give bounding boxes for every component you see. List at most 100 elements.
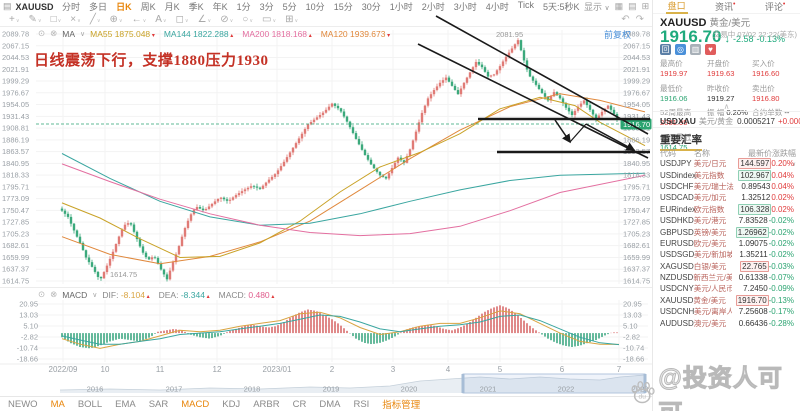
callout-icon[interactable]: ◻ ∨	[175, 13, 189, 25]
main-chart[interactable]: 2016 2017 2018 2019 2020 2021 2022 2023 2089.78 2…	[0, 0, 652, 396]
indicator-MACD[interactable]: MACD	[181, 398, 210, 410]
period-tab-多日[interactable]: 多日	[89, 2, 108, 12]
redo-icon[interactable]: ↷	[635, 14, 644, 25]
ma-name[interactable]: MA	[62, 28, 75, 39]
app-icon-share[interactable]: ◎	[675, 44, 686, 55]
period-tab-15分[interactable]: 15分	[333, 2, 353, 12]
macd-name[interactable]: MACD	[62, 289, 88, 300]
sidebar-tab-评论[interactable]: 评论•	[764, 1, 786, 12]
period-tab-3分[interactable]: 3分	[259, 2, 274, 12]
projection-arrow[interactable]	[585, 123, 636, 151]
svg-text:13.03: 13.03	[623, 311, 642, 320]
col-pct[interactable]: 涨跌幅 ∨	[772, 149, 796, 168]
layout-rows-icon[interactable]: ▤	[628, 1, 637, 11]
svg-text:1999.29: 1999.29	[623, 77, 650, 86]
bar-icon[interactable]: ▭ ∨	[262, 13, 277, 25]
sidebar-tab-盘口[interactable]: 盘口	[665, 0, 688, 14]
favorite-heart-icon[interactable]: ♥	[705, 44, 716, 55]
period-tab-月K[interactable]: 月K	[164, 2, 180, 12]
period-tab-10分[interactable]: 10分	[305, 2, 325, 12]
pencil-icon[interactable]: ✎ ∨	[28, 13, 42, 25]
rate-row-AUDUSD[interactable]: AUDUSD 澳元/美元 0.66436 -0.28%	[653, 317, 800, 328]
rate-row-EURindex[interactable]: EURindex 欧元指数 106.328 0.02%	[653, 203, 800, 215]
navigator-handle-left[interactable]	[461, 374, 465, 393]
indicator-指标管理[interactable]: 指标管理	[382, 400, 421, 411]
period-tab-周K[interactable]: 周K	[140, 2, 156, 12]
period-tab-日K[interactable]: 日K	[116, 2, 132, 12]
app-icon-blue[interactable]: 回	[660, 44, 671, 55]
arrow-icon[interactable]: ← ∨	[131, 13, 147, 25]
trendline[interactable]	[435, 15, 649, 135]
indicator-NEWO[interactable]: NEWO	[8, 398, 38, 410]
text-icon[interactable]: A ∨	[155, 13, 167, 25]
rectangle-icon[interactable]: □ ∨	[50, 13, 62, 25]
indicator-close-icon[interactable]: ⊗	[50, 28, 58, 38]
angle-icon[interactable]: ∠ ∨	[197, 13, 212, 25]
rate-row-USDJPY[interactable]: USDJPY 美元/日元 144.597 0.20%	[653, 158, 800, 170]
indicator-settings-icon[interactable]: ⊙	[38, 28, 46, 38]
svg-text:2020: 2020	[401, 385, 418, 394]
rate-row-USDCAD[interactable]: USDCAD 美元/加元 1.32512 0.02%	[653, 192, 800, 203]
adjust-mode-link[interactable]: 前复权	[604, 30, 632, 40]
indicator-EMA[interactable]: EMA	[115, 398, 136, 410]
period-tab-1分[interactable]: 1分	[236, 2, 251, 12]
ma-label: MA144	[163, 28, 194, 39]
grid-icon[interactable]: ⊞ ∨	[285, 13, 299, 25]
sidebar-tab-资讯[interactable]: 资讯•	[715, 1, 736, 12]
indicator-KDJ[interactable]: KDJ	[222, 398, 241, 410]
period-tab-30分[interactable]: 30分	[361, 2, 381, 12]
layout-grid-icon[interactable]: ▦	[614, 1, 624, 11]
period-tab-3小时[interactable]: 3小时	[453, 2, 477, 12]
collapse-chevron[interactable]: ∧	[723, 102, 730, 111]
rate-row-EURUSD[interactable]: EURUSD 欧元/美元 1.09075 -0.02%	[653, 238, 800, 249]
indicator-BOLL[interactable]: BOLL	[77, 398, 103, 410]
projection-arrow[interactable]	[554, 119, 571, 144]
crosshair-icon[interactable]: + ∨	[9, 13, 20, 25]
erase-x-icon[interactable]: × ∨	[70, 13, 81, 25]
macd-settings-icon[interactable]: ⊙	[38, 289, 46, 299]
add-panel-icon[interactable]: ⊞	[641, 1, 650, 11]
macd-label: DEA:	[158, 289, 181, 300]
period-tab-分时[interactable]: 分时	[62, 2, 81, 12]
period-tab-年K[interactable]: 年K	[212, 2, 228, 12]
rate-row-USDCNY[interactable]: USDCNY 美元/人民币 7.2450 -0.09%	[653, 283, 800, 294]
period-tab-1小时[interactable]: 1小时	[389, 2, 413, 12]
rate-row-XAUUSD[interactable]: XAUUSD 黄金/美元 1916.70 -0.13%	[653, 294, 800, 306]
analyst-note: 日线震荡下行，支撑1880压力1930	[34, 53, 269, 69]
indicator-SAR[interactable]: SAR	[148, 398, 169, 410]
period-tab-4小时[interactable]: 4小时	[485, 2, 509, 12]
indicator-MA[interactable]: MA	[50, 398, 65, 410]
chart-menu-icon[interactable]: ▤	[3, 1, 12, 11]
trendline-icon[interactable]: ╱ ∨	[89, 13, 101, 25]
draw-toolbar: + ∨ ✎ ∨ □ ∨ × ∨ ╱ ∨ ⊕ ∨ ← ∨ A ∨ ◻ ∨ ∠ ∨ ⊘ ∨ ○ ∨ ▭ ∨ ⊞ ∨ ↶ ↷	[0, 13, 652, 27]
circle-icon[interactable]: ○ ∨	[242, 13, 253, 25]
display-dropdown[interactable]: 显示 ∨	[583, 2, 610, 12]
app-icon-gray[interactable]: ▥	[690, 44, 701, 55]
macd-close-icon[interactable]: ⊗	[50, 289, 58, 299]
rate-code: GBPUSD	[660, 227, 694, 237]
rate-row-USDindex[interactable]: USDindex 美元指数 102.967 0.04%	[653, 169, 800, 181]
fib-icon[interactable]: ⊕ ∨	[109, 13, 123, 25]
indicator-DMA[interactable]: DMA	[319, 398, 341, 410]
rate-row-GBPUSD[interactable]: GBPUSD 英镑/美元 1.26962 -0.02%	[653, 226, 800, 238]
period-tab-5分[interactable]: 5分	[282, 2, 297, 12]
trendline[interactable]	[417, 43, 649, 159]
ban-icon[interactable]: ⊘ ∨	[220, 13, 234, 25]
period-tab-Tick[interactable]: Tick	[517, 0, 534, 10]
indicator-RSI[interactable]: RSI	[353, 398, 370, 410]
period-tab-2小时[interactable]: 2小时	[421, 2, 445, 12]
indicator-CR[interactable]: CR	[292, 398, 307, 410]
period-tab-季K[interactable]: 季K	[188, 2, 204, 12]
usdxau-row[interactable]: USDXAU 美元/黄金 0.0005217 +0.0000007 +0.13%	[653, 111, 800, 128]
undo-icon[interactable]: ↶	[621, 14, 630, 25]
rate-row-USDHKD[interactable]: USDHKD 美元/港元 7.83528 -0.02%	[653, 215, 800, 226]
indicator-ARBR[interactable]: ARBR	[253, 398, 280, 410]
rates-section-title[interactable]: 重要汇率	[660, 132, 702, 151]
period-tab-5天:5秒K[interactable]: 5天:5秒K	[542, 2, 580, 12]
rate-row-XAGUSD[interactable]: XAGUSD 白银/美元 22.765 -0.03%	[653, 260, 800, 272]
col-name: 名称	[694, 149, 710, 158]
